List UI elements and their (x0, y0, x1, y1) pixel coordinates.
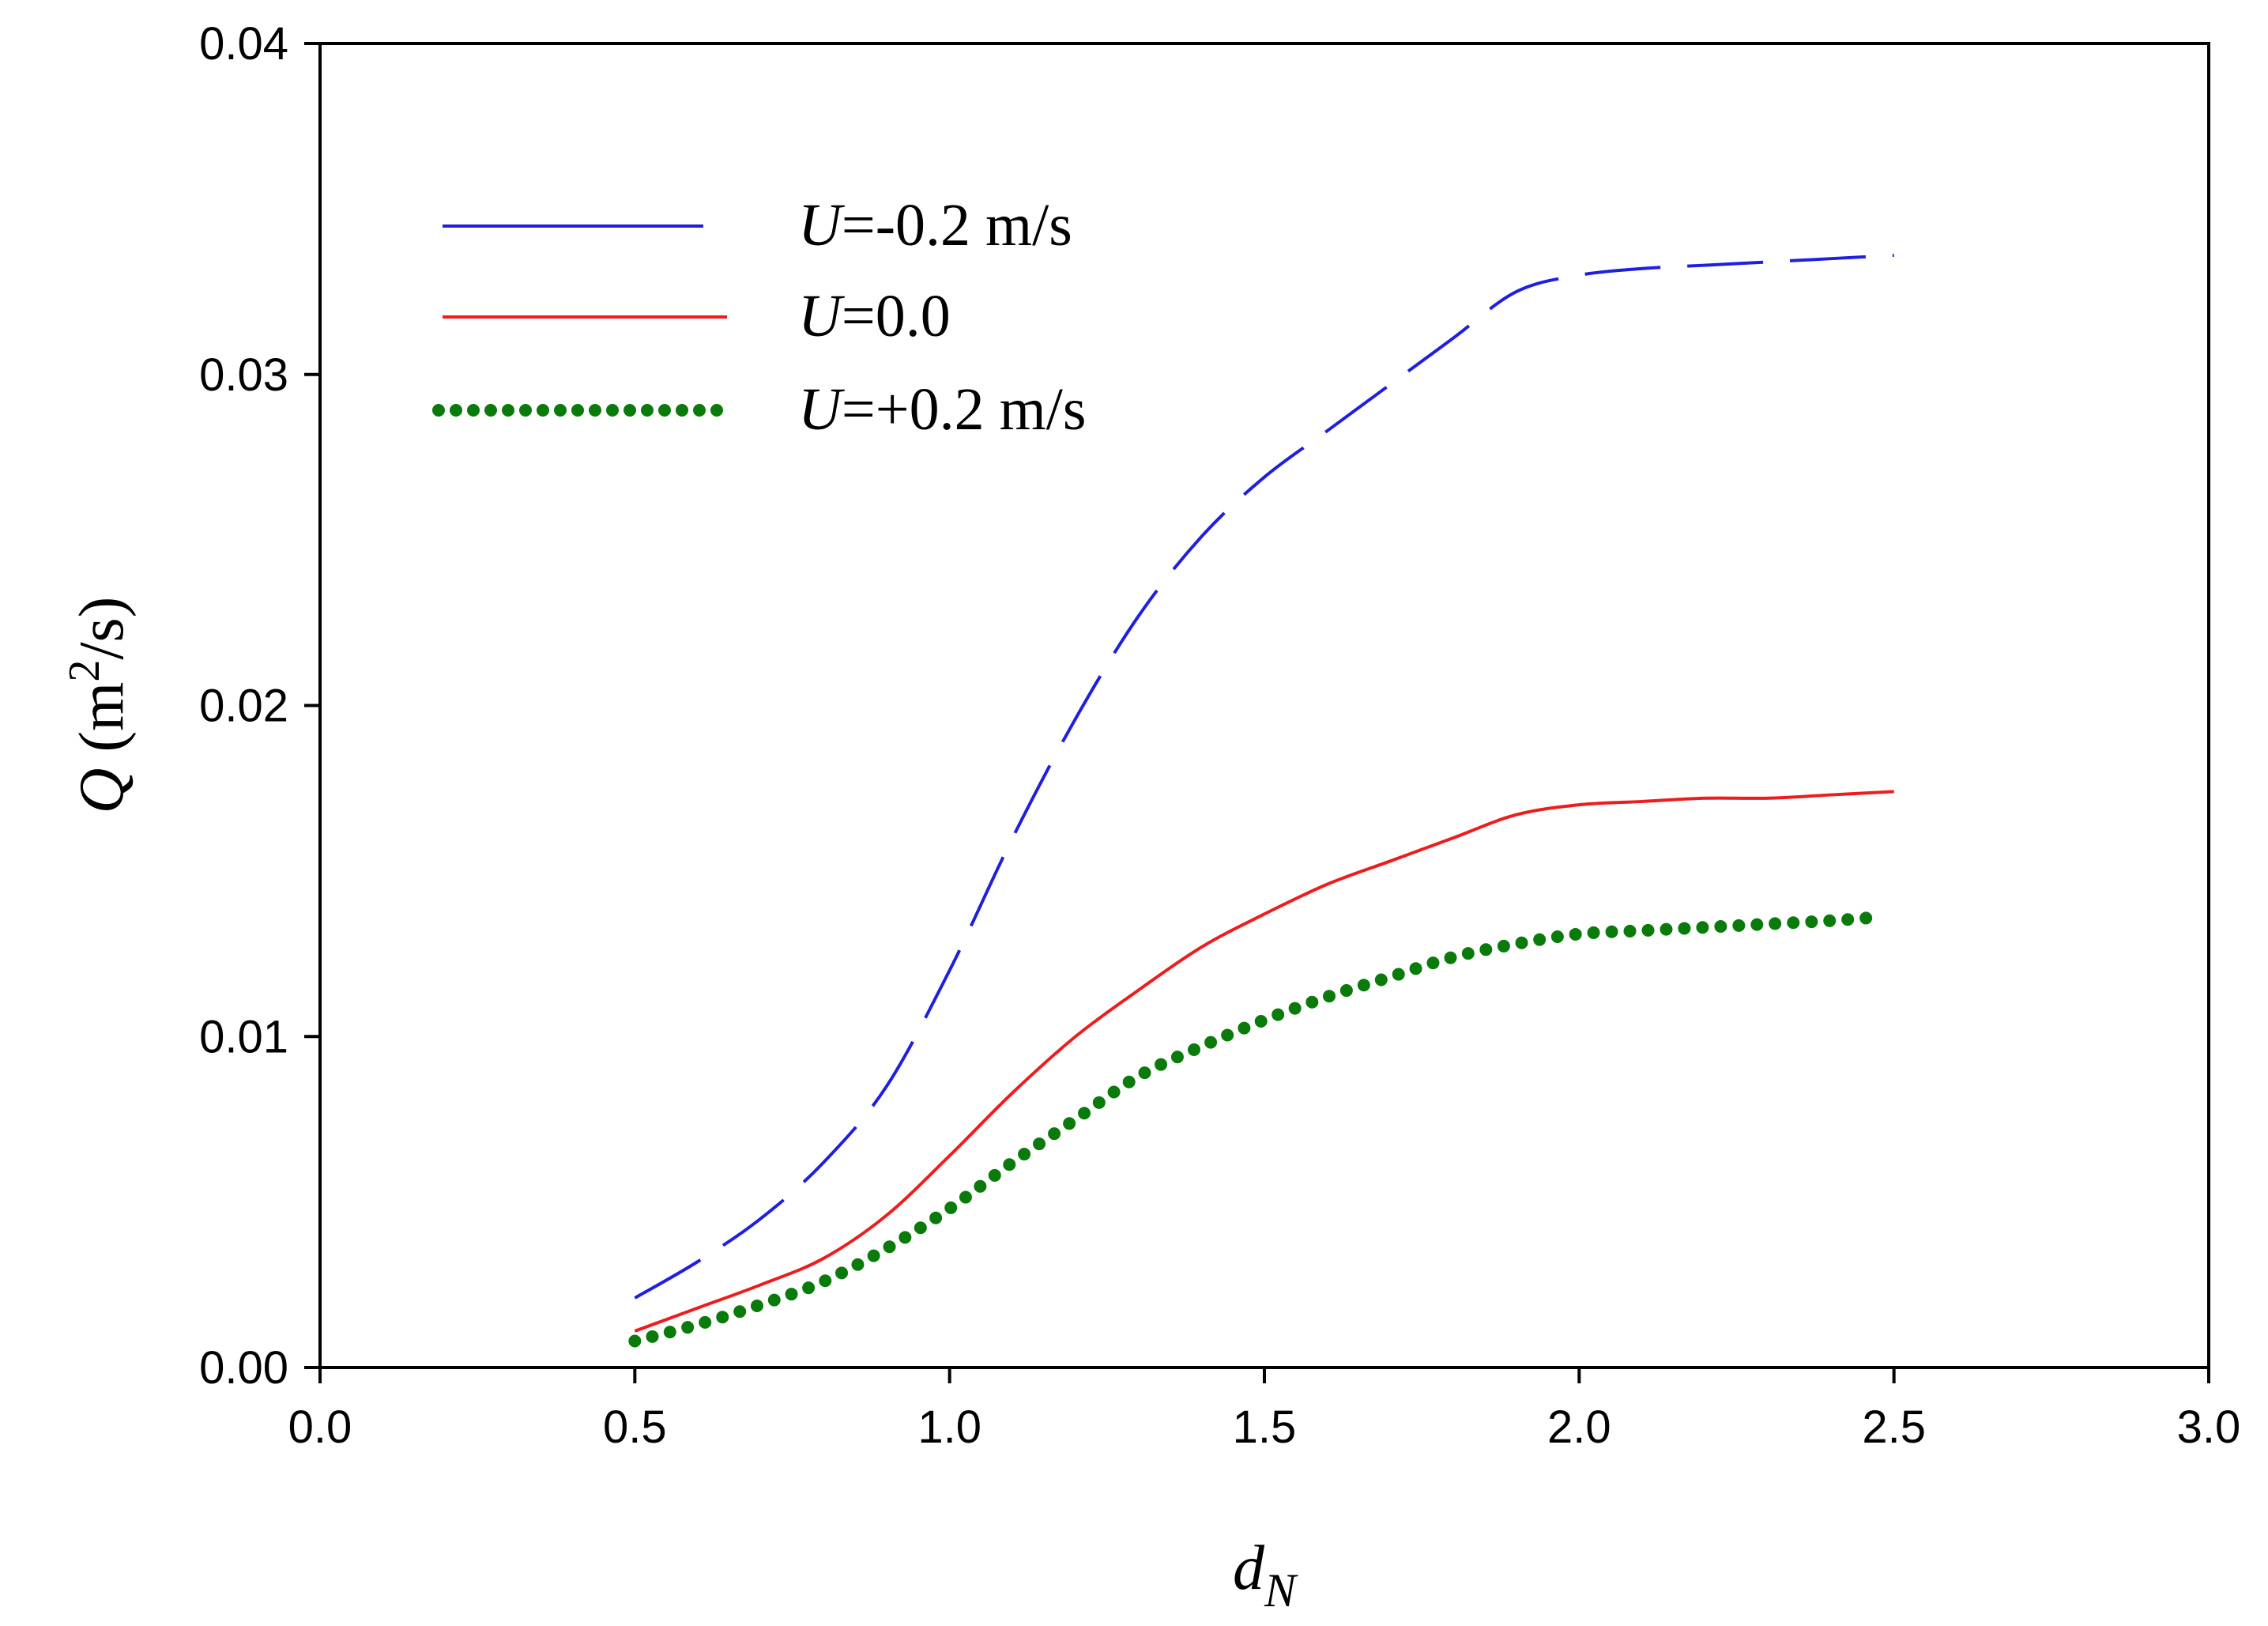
x-axis-title-main: d (1233, 1534, 1265, 1603)
legend: U=-0.2 m/s U=0.0 U=+0.2 m/s (432, 192, 1086, 443)
legend-label-u-zero-var: U (798, 283, 845, 349)
series-line-2 (628, 911, 1882, 1348)
y-tick-label: 0.02 (199, 681, 288, 732)
series-line-1 (634, 790, 1894, 1333)
legend-label-u-plus: U=+0.2 m/s (798, 376, 1086, 443)
y-tick-label: 0.03 (199, 349, 288, 401)
axis-ticks: 0.0 0.5 1.0 1.5 2.0 2.5 3.0 0.00 0.01 0.02 0.03 0.0… (199, 18, 2240, 1453)
legend-label-u-minus: U=-0.2 m/s (798, 192, 1072, 258)
y-axis-title-var: Q (67, 768, 137, 814)
x-tick-label: 2.0 (1547, 1402, 1611, 1453)
x-tick-label: 0.0 (288, 1402, 352, 1453)
x-tick-label: 1.0 (917, 1402, 981, 1453)
y-axis-title-unit-pre: (m (67, 682, 137, 768)
y-axis-title: Q (m2/s) (60, 597, 137, 814)
legend-label-u-zero: U=0.0 (798, 283, 951, 349)
x-tick-label: 2.5 (1862, 1402, 1926, 1453)
legend-label-u-plus-var: U (798, 376, 845, 443)
x-axis-title: dN (1233, 1534, 1298, 1617)
legend-label-u-plus-rest: =+0.2 m/s (842, 376, 1087, 443)
series-layer (628, 254, 1894, 1348)
legend-label-u-zero-rest: =0.0 (842, 283, 951, 349)
x-tick-label: 1.5 (1233, 1402, 1297, 1453)
y-axis-title-unit-sup: 2 (60, 660, 109, 682)
y-tick-label: 0.01 (199, 1011, 288, 1062)
y-tick-label: 0.00 (199, 1342, 288, 1394)
y-tick-label: 0.04 (199, 18, 288, 70)
legend-label-u-minus-var: U (798, 192, 845, 258)
y-axis-title-unit-post: /s) (67, 597, 137, 660)
series-line-0 (634, 254, 1894, 1300)
x-tick-label: 0.5 (603, 1402, 667, 1453)
x-tick-label: 3.0 (2177, 1402, 2241, 1453)
legend-label-u-minus-rest: =-0.2 m/s (842, 192, 1072, 258)
x-axis-title-sub: N (1264, 1564, 1298, 1617)
